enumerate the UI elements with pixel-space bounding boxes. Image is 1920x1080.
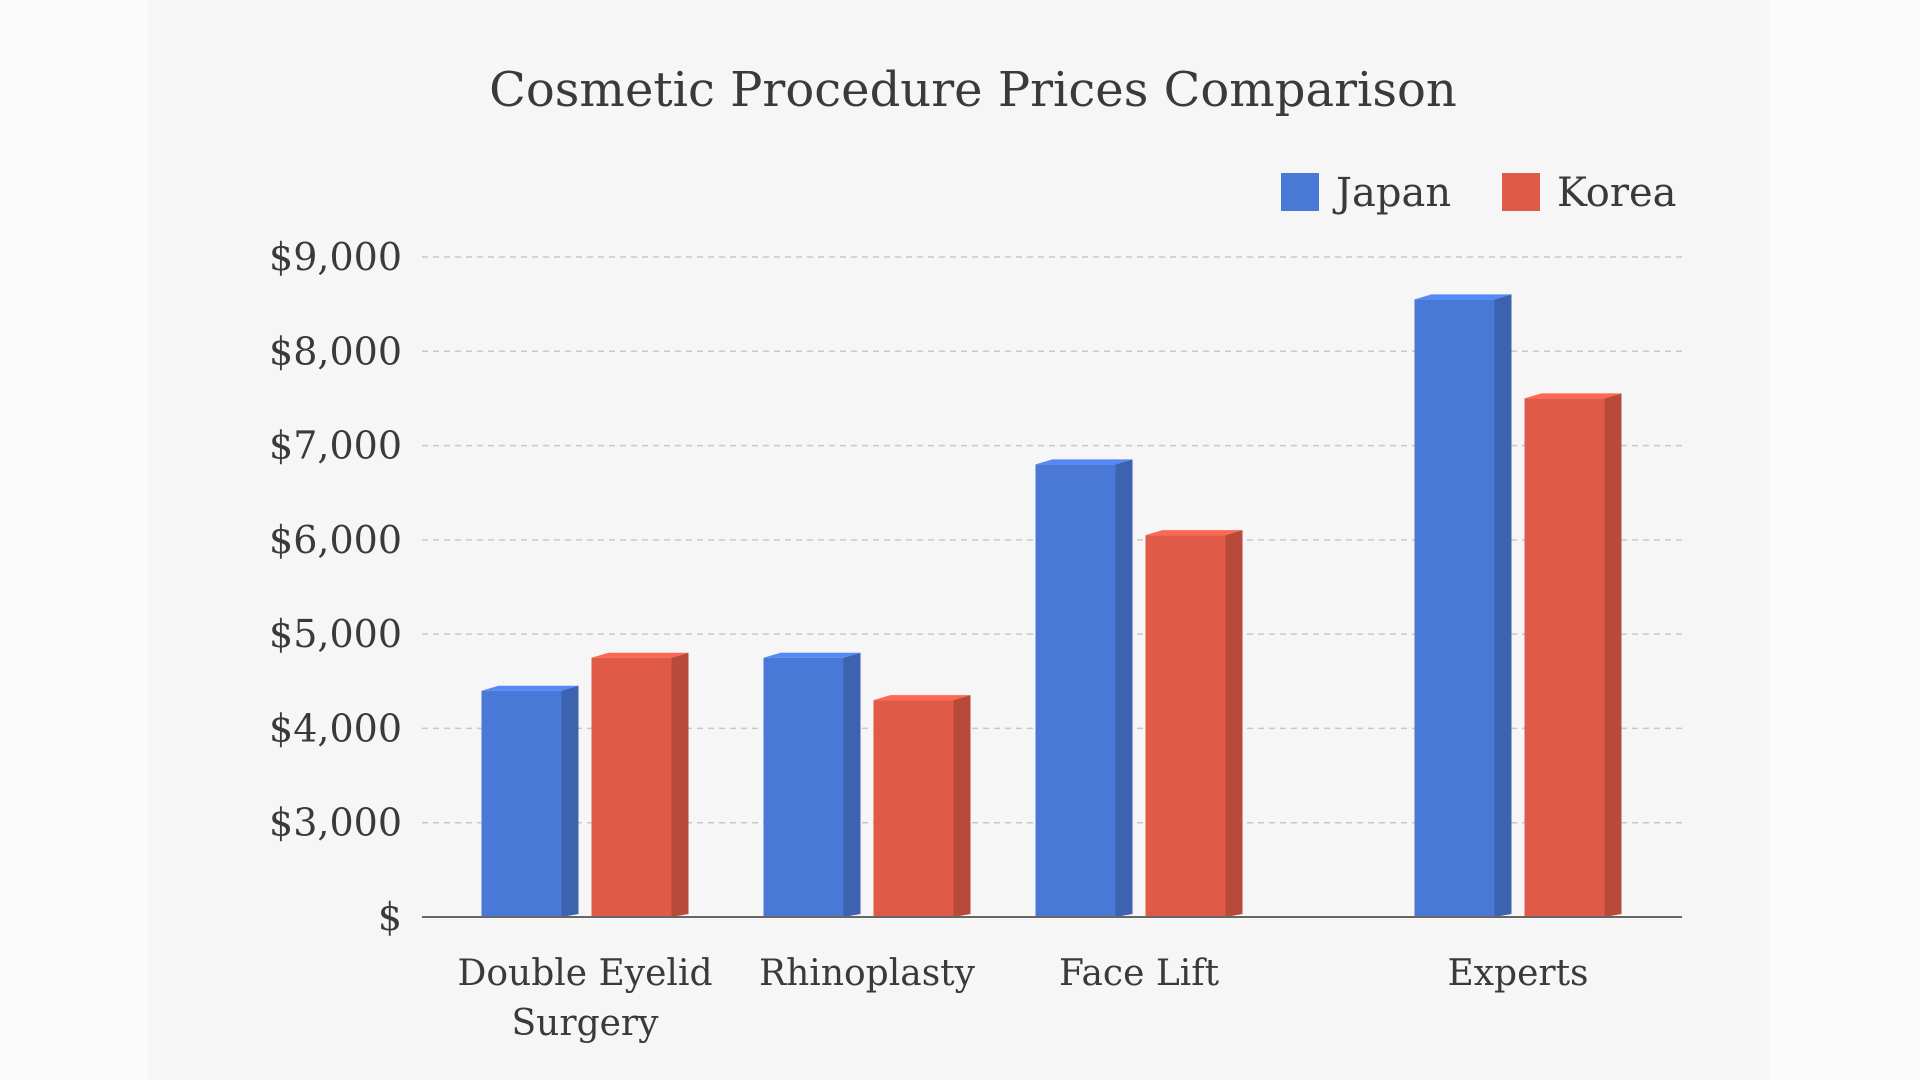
bar-top [873,695,971,701]
bar-front [1035,464,1116,917]
y-tick-label: $5,000 [269,612,402,656]
bar-front [1145,535,1226,917]
bar-korea [591,652,689,917]
y-tick-label: $ [378,895,402,939]
bar-side [1494,294,1512,917]
bar-front [1524,398,1605,917]
bar-front [1414,299,1495,917]
x-tick-label: Surgery [512,1003,660,1044]
chart-title: Cosmetic Procedure Prices Comparison [489,62,1457,118]
bar-front [873,700,954,917]
legend-label: Japan [1332,170,1451,216]
y-tick-label: $4,000 [269,706,402,750]
bar-side [1604,393,1622,917]
bar-korea [873,695,971,917]
bar-side [671,652,689,917]
y-tick-label: $6,000 [269,518,402,562]
bar-front [591,657,672,917]
bar-top [591,652,689,658]
x-axis-labels: Double Eyelid Surgery Rhinoplasty Face Lift… [457,953,1588,1044]
bar-japan [763,652,861,917]
bar-top [1145,530,1243,536]
bar-top [1035,459,1133,465]
legend: Japan Korea [1281,170,1677,216]
bar-front [763,657,844,917]
y-tick-label: $7,000 [269,424,402,468]
y-axis-ticks: $ $3,000 $4,000 $5,000 $6,000 $7,000 $8,000 $9,… [269,235,402,939]
bar-korea [1145,530,1243,917]
bar-side [1225,530,1243,917]
legend-item-korea: Korea [1502,170,1677,216]
y-tick-label: $9,000 [269,235,402,279]
y-tick-label: $3,000 [269,801,402,845]
legend-item-japan: Japan [1281,170,1451,216]
x-tick-label: Double Eyelid [457,953,712,994]
legend-swatch [1281,173,1319,211]
bar-top [763,652,861,658]
bar-japan [1414,294,1512,917]
legend-label: Korea [1557,170,1677,216]
bars [481,294,1622,917]
x-tick-label: Experts [1447,953,1588,994]
bar-japan [1035,459,1133,917]
bar-japan [481,685,579,917]
bar-front [481,690,562,917]
y-tick-label: $8,000 [269,329,402,373]
legend-swatch [1502,173,1540,211]
bar-side [843,652,861,917]
bar-top [1524,393,1622,399]
x-tick-label: Face Lift [1059,953,1220,994]
bar-top [1414,294,1512,300]
bar-side [561,685,579,917]
bar-side [953,695,971,917]
bar-korea [1524,393,1622,917]
bar-side [1115,459,1133,917]
bar-top [481,685,579,691]
x-tick-label: Rhinoplasty [759,953,976,994]
